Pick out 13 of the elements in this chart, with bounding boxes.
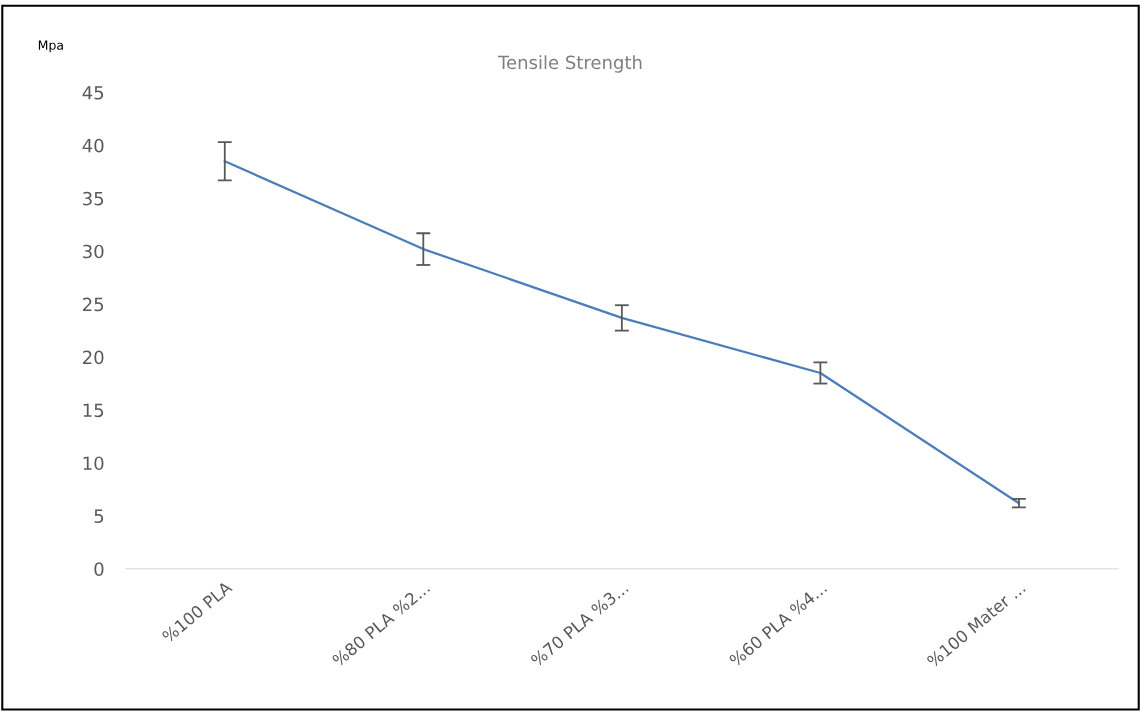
chart-title: Tensile Strength (498, 55, 642, 73)
y-tick-label: 35 (83, 191, 104, 206)
y-tick-label: 0 (94, 562, 104, 576)
y-tick-label: 20 (83, 350, 104, 365)
y-tick-label: 45 (82, 86, 104, 100)
y-tick-label: 25 (83, 297, 104, 312)
y-axis-title: Mpa (38, 40, 63, 53)
line-series (223, 160, 1021, 505)
y-tick-label: 30 (83, 244, 104, 259)
y-tick-label: 10 (83, 456, 104, 471)
y-tick-label: 5 (94, 509, 104, 523)
y-tick-label: 40 (82, 138, 104, 153)
y-tick-label: 15 (83, 403, 104, 418)
